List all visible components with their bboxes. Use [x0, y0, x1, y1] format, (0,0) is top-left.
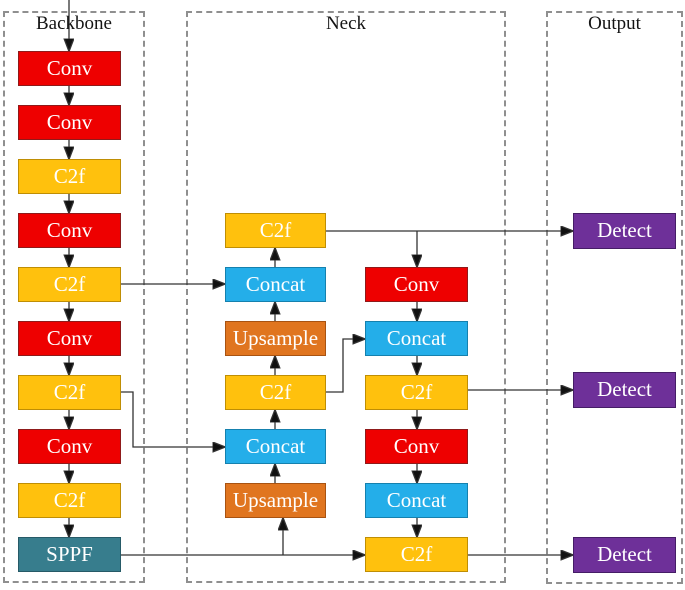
neck-right-concat-bottom: Concat: [365, 483, 468, 518]
backbone-c2f-3: C2f: [18, 375, 121, 410]
backbone-section: [3, 11, 145, 583]
output-detect-2: Detect: [573, 372, 676, 408]
backbone-conv-5: Conv: [18, 429, 121, 464]
neck-right-conv-top: Conv: [365, 267, 468, 302]
backbone-sppf: SPPF: [18, 537, 121, 572]
neck-section-title: Neck: [325, 13, 367, 34]
neck-left-c2f-top: C2f: [225, 213, 326, 248]
neck-left-c2f-bottom: C2f: [225, 375, 326, 410]
neck-section: [186, 11, 506, 583]
neck-right-c2f-mid: C2f: [365, 375, 468, 410]
output-detect-3: Detect: [573, 537, 676, 573]
output-section-title: Output: [588, 13, 641, 34]
neck-left-upsample-top: Upsample: [225, 321, 326, 356]
output-detect-1: Detect: [573, 213, 676, 249]
backbone-section-title: Backbone: [36, 13, 112, 34]
backbone-conv-1: Conv: [18, 51, 121, 86]
neck-left-concat-bottom: Concat: [225, 429, 326, 464]
neck-left-concat-top: Concat: [225, 267, 326, 302]
backbone-c2f-2: C2f: [18, 267, 121, 302]
backbone-conv-3: Conv: [18, 213, 121, 248]
backbone-c2f-4: C2f: [18, 483, 121, 518]
output-section: [546, 11, 683, 584]
backbone-c2f-1: C2f: [18, 159, 121, 194]
neck-left-upsample-bottom: Upsample: [225, 483, 326, 518]
backbone-conv-2: Conv: [18, 105, 121, 140]
neck-right-c2f-bottom: C2f: [365, 537, 468, 572]
backbone-conv-4: Conv: [18, 321, 121, 356]
neck-right-conv-bottom: Conv: [365, 429, 468, 464]
neck-right-concat-top: Concat: [365, 321, 468, 356]
